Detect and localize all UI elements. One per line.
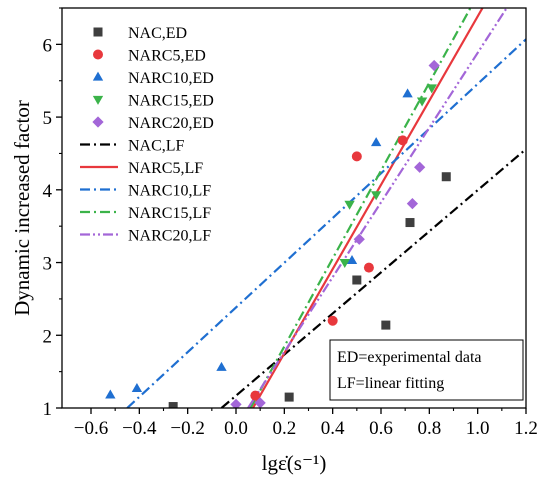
data-point [351,151,362,162]
data-point [441,172,451,182]
legend-marker [92,71,104,81]
data-point [344,200,355,210]
data-point [131,382,143,392]
legend-item: NAC,ED [93,25,187,42]
data-point [397,135,408,146]
data-point [416,97,428,107]
data-point [346,254,358,264]
data-point [428,59,440,72]
x-axis-title: lgε̇(s⁻¹) [262,451,327,475]
data-point [414,161,426,173]
y-axis: 1 2 3 4 5 6 [43,7,62,420]
annotation-line-1: ED=experimental data [337,349,482,366]
legend-item: NARC15,ED [92,93,214,110]
legend-item: NARC5,LF [80,160,203,177]
data-point [353,233,365,245]
legend-marker [93,27,103,37]
legend-label: NARC5,ED [128,48,206,65]
legend-label: NARC20,LF [128,228,211,245]
legend-item: NARC10,ED [92,70,214,87]
annotation-box: ED=experimental data LF=linear fitting [329,339,524,401]
x-tick-label: 0.0 [224,418,248,439]
x-tick-label: −0.4 [122,418,157,439]
fit-line [247,8,508,408]
fit-lines [126,8,526,408]
x-tick-label: −0.6 [74,418,108,439]
legend-item: NARC20,LF [80,228,211,245]
data-point [254,397,266,408]
data-point [327,315,338,326]
y-tick-label: 4 [43,181,53,202]
legend-item: NAC,LF [80,138,185,155]
data-point [363,262,374,273]
legend-item: NARC5,ED [93,48,206,65]
legend-label: NARC5,LF [128,160,203,177]
legend-marker [92,95,104,105]
x-tick-label: 1.2 [514,418,538,439]
y-tick-label: 5 [43,108,53,129]
legend-label: NAC,LF [128,138,185,155]
legend: NAC,ED NARC5,ED NARC10,ED NARC15,ED NARC20,E… [80,25,214,245]
x-axis: −0.6 −0.4 −0.2 0.0 0.2 0.4 0.6 0.8 1.0 1.2 [74,408,538,439]
x-tick-label: 0.6 [369,418,393,439]
data-point [339,258,350,268]
data-point [402,88,413,98]
legend-marker [92,116,104,128]
legend-item: NARC10,LF [80,183,211,200]
y-tick-label: 3 [43,254,53,275]
data-point [216,361,227,371]
legend-item: NARC20,ED [92,115,214,132]
data-point [426,84,437,94]
fit-line [249,8,472,408]
data-point [352,275,362,285]
legend-label: NARC15,ED [128,93,214,110]
y-tick-label: 6 [43,35,53,56]
data-point [284,392,294,402]
data-point [168,402,178,408]
annotation-line-2: LF=linear fitting [337,375,444,392]
legend-marker [93,49,103,60]
data-point [250,390,261,401]
data-point [406,198,419,210]
x-tick-label: 0.4 [321,418,345,439]
x-tick-label: 1.0 [466,418,490,439]
y-tick-label: 2 [43,326,53,347]
x-tick-label: 0.2 [272,418,296,439]
data-point [370,191,382,201]
data-point [370,137,382,147]
data-points [105,59,451,408]
x-tick-label: −0.2 [170,418,204,439]
y-axis-title: Dynamic increased factor [10,100,34,316]
data-point [230,398,242,408]
legend-label: NAC,ED [128,25,187,42]
legend-label: NARC20,ED [128,115,214,132]
data-point [405,218,415,228]
legend-label: NARC10,ED [128,70,214,87]
plot-frame [61,7,527,409]
legend-label: NARC10,LF [128,183,211,200]
x-tick-label: 0.8 [417,418,441,439]
legend-item: NARC15,LF [80,205,211,222]
fit-line [220,148,526,408]
fit-line [251,8,484,408]
data-point [381,320,391,330]
data-point [105,389,116,399]
legend-label: NARC15,LF [128,205,211,222]
y-tick-label: 1 [43,399,53,420]
